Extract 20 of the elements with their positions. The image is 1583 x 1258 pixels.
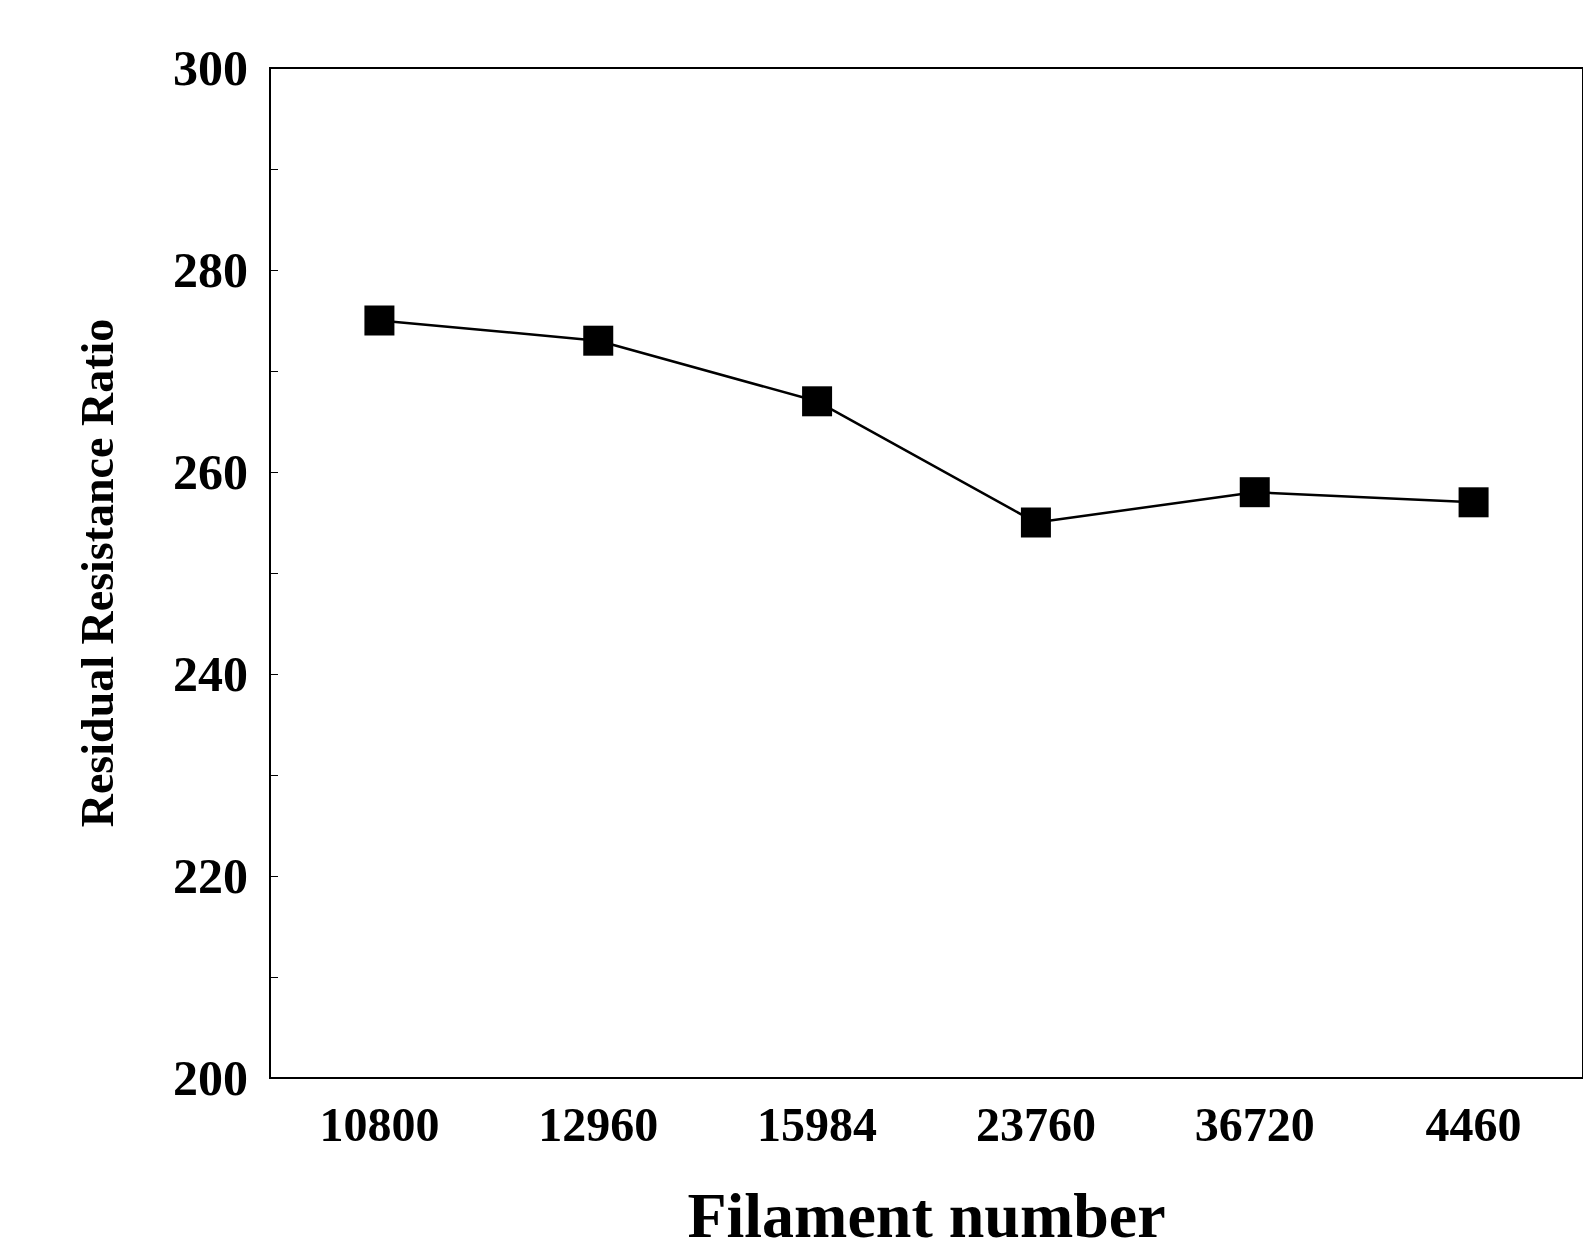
y-tick-label: 200 (173, 1050, 248, 1106)
x-axis-title: Filament number (687, 1179, 1166, 1251)
y-tick-label: 240 (173, 646, 248, 702)
y-axis-title: Residual Resistance Ratio (71, 318, 123, 828)
x-tick-label: 15984 (757, 1097, 878, 1151)
point (1239, 477, 1270, 508)
x-tick-label: 12960 (538, 1097, 659, 1151)
y-tick-label: 220 (173, 848, 248, 904)
y-tick-label: 280 (173, 242, 248, 298)
y-tick-label: 260 (173, 444, 248, 500)
point (364, 305, 395, 336)
point (1458, 487, 1489, 518)
x-tick-label: 23760 (975, 1097, 1096, 1151)
point (583, 325, 614, 356)
x-tick-label: 10800 (319, 1097, 440, 1151)
point (1020, 507, 1051, 538)
x-tick-label: 4460 (1425, 1097, 1522, 1151)
y-tick-label: 300 (173, 40, 248, 96)
point (802, 386, 833, 417)
x-tick-label: 36720 (1194, 1097, 1315, 1151)
